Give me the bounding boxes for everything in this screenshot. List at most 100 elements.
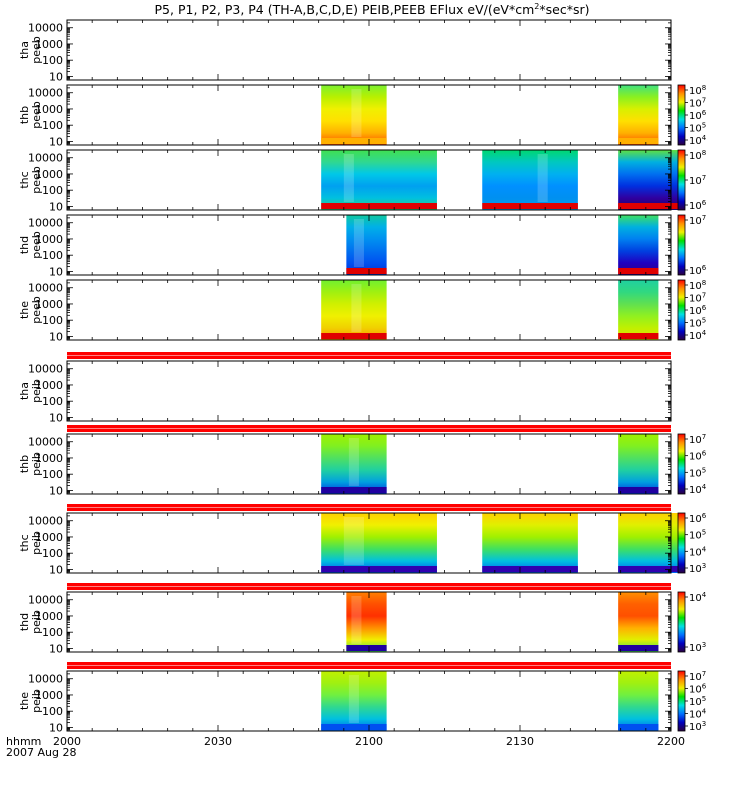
y-tick-label: 10000 bbox=[28, 22, 63, 35]
data-block-streak bbox=[348, 438, 359, 486]
y-tick-label: 10000 bbox=[28, 217, 63, 230]
colorbar-tick-label: 108 bbox=[689, 84, 706, 97]
y-axis-label-probe: tha bbox=[18, 41, 31, 59]
data-block bbox=[321, 434, 387, 494]
colorbar-tick-label: 105 bbox=[689, 317, 706, 330]
y-axis-label-product: peeb bbox=[30, 36, 43, 64]
data-block-streak bbox=[353, 219, 364, 267]
data-block-streak bbox=[348, 675, 359, 723]
y-axis-label-product: peeb bbox=[30, 231, 43, 259]
colorbar-tick-label: 104 bbox=[689, 483, 707, 496]
panel-thb-peib: 10 100 1000 10000 thb peib 104 105 106 107 bbox=[18, 425, 707, 497]
x-axis-label-date: 2007 Aug 28 bbox=[6, 746, 76, 759]
colorbar: 104 105 106 107 bbox=[677, 433, 707, 496]
x-tick-label: 2030 bbox=[204, 735, 232, 748]
y-axis-label-probe: the bbox=[18, 692, 31, 710]
y-axis-label-probe: thc bbox=[18, 534, 31, 551]
x-axis-label-format: hhmm bbox=[6, 735, 41, 748]
y-axis-label-probe: tha bbox=[18, 382, 31, 400]
panel-thd-peeb: 10 100 1000 10000 thd peeb 106 107 bbox=[18, 214, 707, 278]
y-axis-label-probe: thb bbox=[18, 455, 31, 473]
colorbar-tick-label: 106 bbox=[689, 109, 707, 122]
data-block bbox=[321, 280, 387, 340]
colorbar: 103 104 bbox=[677, 591, 707, 654]
y-tick-label: 1000 bbox=[35, 531, 63, 544]
panel-thc-peib: 10 100 1000 10000 thc peib 103 104 105 106 bbox=[18, 504, 707, 576]
data-block bbox=[321, 150, 437, 210]
y-tick-label: 10 bbox=[49, 265, 63, 278]
colorbar-tick-label: 108 bbox=[689, 279, 706, 292]
colorbar-tick-label: 104 bbox=[689, 329, 707, 342]
x-tick-label: 2200 bbox=[657, 735, 685, 748]
colorbar-tick-label: 107 bbox=[689, 292, 706, 305]
y-axis-label-product: peeb bbox=[30, 166, 43, 194]
y-axis-label-product: peeb bbox=[30, 101, 43, 129]
y-tick-label: 10 bbox=[49, 135, 63, 148]
colorbar-gradient bbox=[677, 214, 686, 276]
colorbar-gradient bbox=[677, 433, 686, 495]
data-block-floor bbox=[321, 138, 387, 144]
y-tick-label: 10 bbox=[49, 721, 63, 734]
data-block-floor bbox=[482, 203, 578, 209]
data-block-streak bbox=[343, 517, 364, 565]
y-axis-label-product: peib bbox=[30, 379, 43, 403]
y-tick-label: 100 bbox=[42, 705, 63, 718]
y-tick-label: 100 bbox=[42, 468, 63, 481]
data-block-floor bbox=[346, 645, 387, 651]
y-tick-label: 10000 bbox=[28, 282, 63, 295]
data-block bbox=[618, 150, 684, 210]
y-tick-label: 1000 bbox=[35, 379, 63, 392]
data-block bbox=[482, 150, 578, 210]
y-tick-label: 10000 bbox=[28, 363, 63, 376]
y-tick-label: 1000 bbox=[35, 168, 63, 181]
data-block-floor bbox=[618, 138, 659, 144]
y-axis-label-probe: thd bbox=[18, 613, 31, 631]
y-tick-label: 100 bbox=[42, 119, 63, 132]
colorbar-tick-label: 104 bbox=[689, 545, 707, 558]
y-axis-label-product: peib bbox=[30, 610, 43, 634]
colorbar-tick-label: 103 bbox=[689, 641, 706, 654]
colorbar-gradient bbox=[677, 591, 686, 653]
panel-thd-peib: 10 100 1000 10000 thd peib 103 104 bbox=[18, 583, 707, 655]
y-tick-label: 10 bbox=[49, 330, 63, 343]
data-block bbox=[618, 85, 659, 145]
data-block-floor bbox=[321, 724, 387, 730]
data-block-floor bbox=[618, 487, 659, 493]
colorbar-gradient bbox=[677, 512, 686, 574]
y-axis-label-product: peib bbox=[30, 452, 43, 476]
panel-frame bbox=[66, 19, 672, 81]
data-block-floor bbox=[618, 203, 684, 209]
y-axis-label-product: peib bbox=[30, 531, 43, 555]
data-block-streak bbox=[351, 284, 362, 332]
y-tick-label: 10000 bbox=[28, 152, 63, 165]
y-tick-label: 10000 bbox=[28, 436, 63, 449]
panel-frame bbox=[66, 360, 672, 422]
y-tick-label: 1000 bbox=[35, 233, 63, 246]
data-block-floor bbox=[321, 333, 387, 339]
data-block-floor bbox=[482, 566, 578, 572]
colorbar-gradient bbox=[677, 670, 686, 732]
data-block-streak bbox=[351, 596, 362, 644]
x-tick-label: 2130 bbox=[506, 735, 534, 748]
y-tick-label: 100 bbox=[42, 626, 63, 639]
data-block-floor bbox=[618, 645, 659, 651]
data-block-floor bbox=[618, 268, 659, 274]
colorbar-tick-label: 107 bbox=[689, 214, 706, 227]
data-block bbox=[321, 513, 437, 573]
y-tick-label: 100 bbox=[42, 184, 63, 197]
y-axis-label-probe: thc bbox=[18, 171, 31, 188]
colorbar-tick-label: 107 bbox=[689, 433, 706, 446]
figure-title: P5, P1, P2, P3, P4 (TH-A,B,C,D,E) PEIB,P… bbox=[155, 2, 590, 17]
colorbar-tick-label: 104 bbox=[689, 591, 707, 604]
colorbar-tick-label: 103 bbox=[689, 562, 706, 575]
data-block bbox=[618, 215, 659, 275]
y-tick-label: 10 bbox=[49, 70, 63, 83]
y-tick-label: 10 bbox=[49, 563, 63, 576]
colorbar-tick-label: 107 bbox=[689, 670, 706, 683]
